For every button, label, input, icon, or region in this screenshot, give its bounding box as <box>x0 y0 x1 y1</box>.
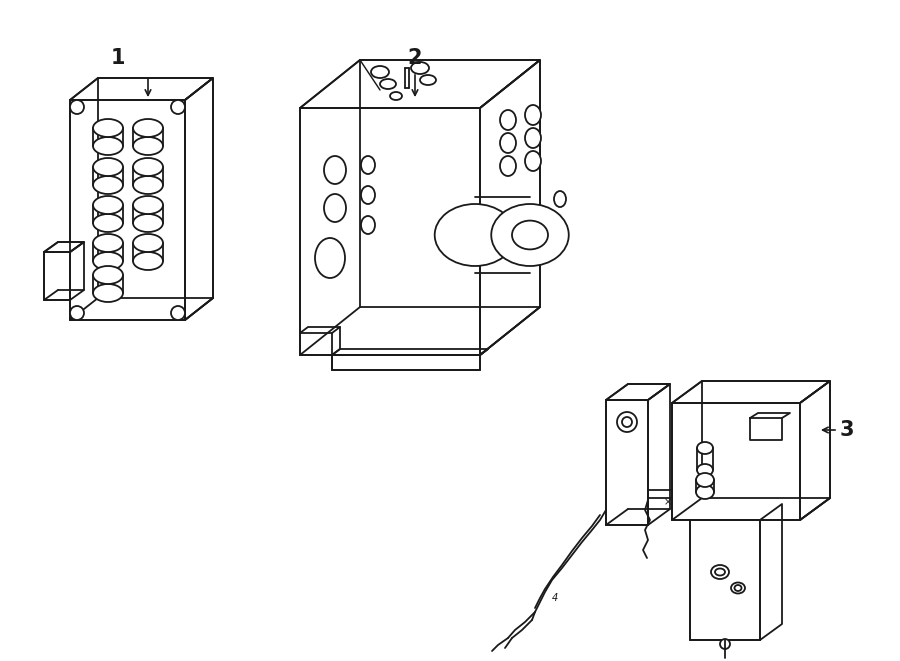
Ellipse shape <box>491 204 569 266</box>
Ellipse shape <box>696 473 714 487</box>
Text: 4: 4 <box>552 593 558 603</box>
Ellipse shape <box>93 119 123 137</box>
Ellipse shape <box>512 221 548 249</box>
Ellipse shape <box>420 75 436 85</box>
Ellipse shape <box>133 176 163 194</box>
Ellipse shape <box>93 176 123 194</box>
Text: ×: × <box>664 497 672 507</box>
Ellipse shape <box>711 565 729 579</box>
Ellipse shape <box>361 156 375 174</box>
Ellipse shape <box>380 79 396 89</box>
Ellipse shape <box>697 464 713 476</box>
Polygon shape <box>70 78 213 100</box>
Polygon shape <box>606 384 670 400</box>
Ellipse shape <box>715 568 725 576</box>
Polygon shape <box>300 108 480 355</box>
Polygon shape <box>185 78 213 320</box>
Ellipse shape <box>324 194 346 222</box>
Ellipse shape <box>133 196 163 214</box>
Ellipse shape <box>315 238 345 278</box>
Ellipse shape <box>390 92 402 100</box>
Ellipse shape <box>171 100 185 114</box>
Polygon shape <box>300 60 540 108</box>
Ellipse shape <box>500 133 516 153</box>
Ellipse shape <box>171 306 185 320</box>
Ellipse shape <box>133 158 163 176</box>
Ellipse shape <box>696 485 714 499</box>
Ellipse shape <box>93 252 123 270</box>
Ellipse shape <box>697 442 713 454</box>
Polygon shape <box>672 381 830 403</box>
Ellipse shape <box>93 266 123 284</box>
Ellipse shape <box>70 100 84 114</box>
Polygon shape <box>44 242 84 252</box>
Ellipse shape <box>525 151 541 171</box>
Ellipse shape <box>411 62 429 74</box>
Text: 3: 3 <box>840 420 854 440</box>
Ellipse shape <box>500 156 516 176</box>
Ellipse shape <box>93 158 123 176</box>
Polygon shape <box>70 100 185 320</box>
Ellipse shape <box>720 639 730 649</box>
Ellipse shape <box>93 234 123 252</box>
Ellipse shape <box>93 137 123 155</box>
Ellipse shape <box>622 417 632 427</box>
Polygon shape <box>332 355 480 370</box>
Polygon shape <box>800 381 830 520</box>
Ellipse shape <box>734 585 742 591</box>
Ellipse shape <box>133 119 163 137</box>
Text: 1: 1 <box>111 48 125 68</box>
Ellipse shape <box>731 582 745 594</box>
Ellipse shape <box>324 156 346 184</box>
Ellipse shape <box>525 128 541 148</box>
Ellipse shape <box>93 196 123 214</box>
Ellipse shape <box>133 214 163 232</box>
Polygon shape <box>606 400 648 525</box>
Ellipse shape <box>133 137 163 155</box>
Polygon shape <box>672 403 800 520</box>
Ellipse shape <box>361 216 375 234</box>
Polygon shape <box>480 60 540 355</box>
Polygon shape <box>44 252 70 300</box>
Ellipse shape <box>435 204 516 266</box>
Ellipse shape <box>525 105 541 125</box>
Ellipse shape <box>371 66 389 78</box>
Ellipse shape <box>554 191 566 207</box>
Ellipse shape <box>617 412 637 432</box>
Ellipse shape <box>361 186 375 204</box>
Ellipse shape <box>70 306 84 320</box>
Ellipse shape <box>133 234 163 252</box>
Ellipse shape <box>93 284 123 302</box>
Ellipse shape <box>133 252 163 270</box>
Ellipse shape <box>93 214 123 232</box>
Polygon shape <box>690 520 760 640</box>
Text: 2: 2 <box>408 48 422 68</box>
Ellipse shape <box>500 110 516 130</box>
